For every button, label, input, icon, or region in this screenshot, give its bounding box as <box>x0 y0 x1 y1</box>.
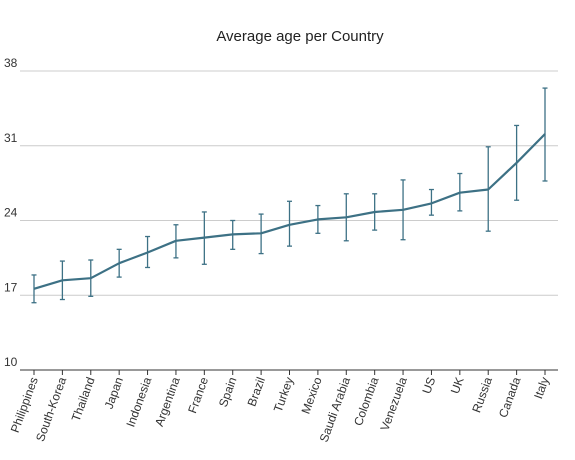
y-tick-label: 10 <box>4 355 18 369</box>
x-tick-label: France <box>185 375 211 415</box>
x-tick-label: Canada <box>496 375 524 420</box>
y-tick-label: 31 <box>4 131 18 145</box>
x-axis-tick-marks <box>33 370 546 375</box>
series-line-group <box>33 133 546 290</box>
x-tick-label: Venezuela <box>378 375 410 433</box>
y-tick-label: 38 <box>4 56 18 70</box>
x-tick-label: Brazil <box>245 375 268 408</box>
x-tick-label: Turkey <box>271 375 297 414</box>
x-tick-label: Russia <box>469 375 495 415</box>
x-tick-label: Argentina <box>152 375 183 428</box>
gridlines <box>20 70 558 296</box>
error-bar <box>31 274 37 304</box>
chart-title: Average age per Country <box>216 28 384 45</box>
x-tick-label: Colombia <box>351 375 382 428</box>
x-tick-label: Italy <box>531 375 552 400</box>
x-tick-label: Japan <box>102 375 126 411</box>
error-bars <box>31 87 548 304</box>
x-tick-label: Thailand <box>69 375 98 423</box>
x-tick-label: Spain <box>216 375 240 409</box>
x-tick-label: Mexico <box>299 375 325 416</box>
y-axis-tick-labels: 10 17 24 31 38 <box>4 56 18 369</box>
series-line <box>33 133 546 290</box>
x-tick-label: US <box>419 375 438 395</box>
y-tick-label: 24 <box>4 206 18 220</box>
x-tick-label: Philippines <box>8 375 41 434</box>
y-tick-label: 17 <box>4 280 18 294</box>
x-tick-label: UK <box>448 375 467 395</box>
x-tick-label: Indonesia <box>123 375 154 429</box>
